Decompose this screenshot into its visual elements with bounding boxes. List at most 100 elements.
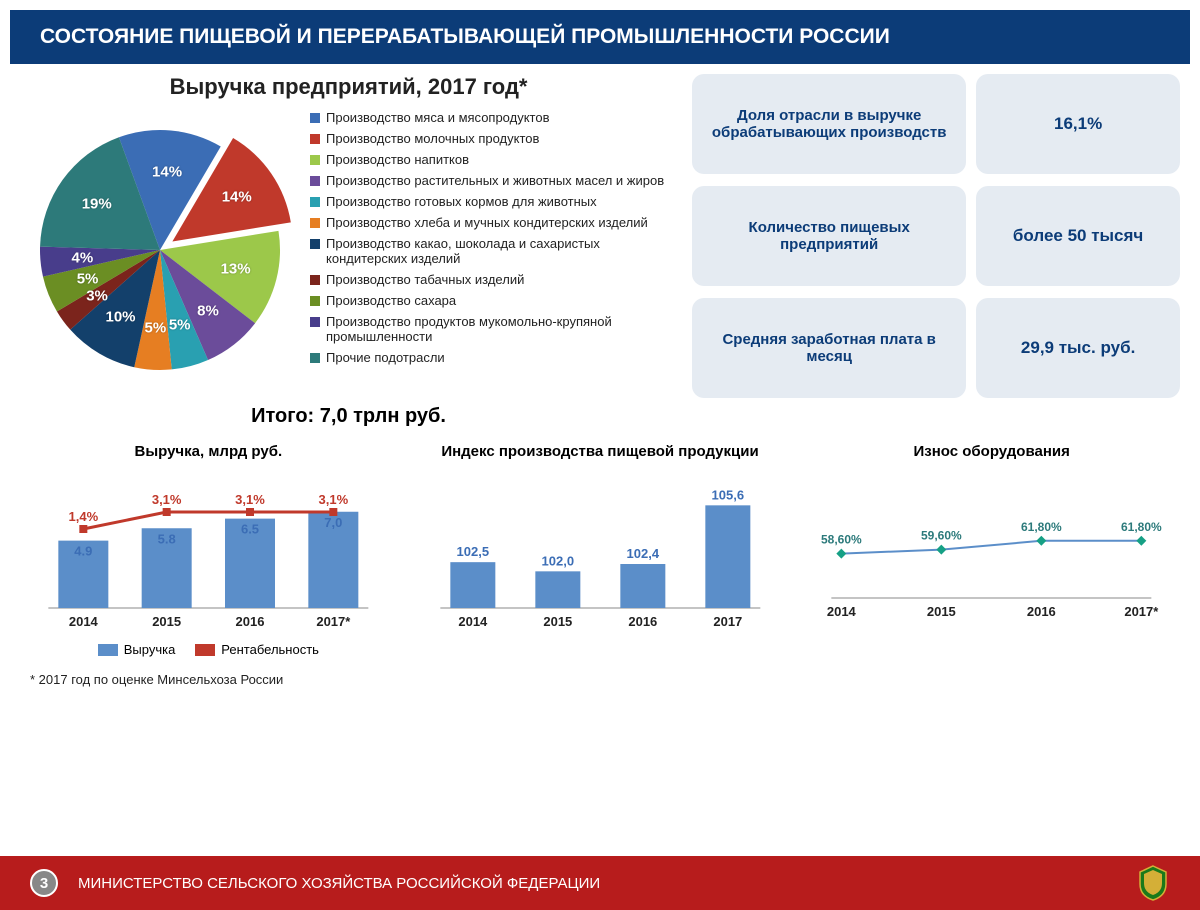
legend-swatch	[310, 275, 320, 285]
page-footer: 3 МИНИСТЕРСТВО СЕЛЬСКОГО ХОЗЯЙСТВА РОССИ…	[0, 856, 1200, 910]
stat-row: Количество пищевых предприятий более 50 …	[692, 186, 1180, 286]
svg-text:3,1%: 3,1%	[319, 492, 349, 507]
svg-text:2015: 2015	[543, 614, 572, 629]
pie-slice-label: 5%	[145, 319, 167, 336]
legend-swatch	[310, 239, 320, 249]
legend-text: Производство растительных и животных мас…	[326, 173, 664, 188]
pie-slice-label: 5%	[77, 270, 99, 287]
svg-text:102,5: 102,5	[456, 544, 489, 559]
legend-item: Производство готовых кормов для животных	[310, 194, 677, 209]
revenue-legend-line: Рентабельность	[195, 642, 319, 657]
svg-text:7,0: 7,0	[324, 515, 342, 530]
pie-total: Итого: 7,0 трлн руб.	[20, 405, 677, 428]
svg-text:2017*: 2017*	[316, 614, 351, 629]
svg-text:3,1%: 3,1%	[152, 492, 182, 507]
pie-chart: 14%14%13%8%5%5%10%3%5%4%19%	[20, 110, 300, 390]
index-chart-title: Индекс производства пищевой продукции	[412, 443, 789, 460]
stat-label: Количество пищевых предприятий	[692, 186, 966, 286]
svg-text:2015: 2015	[152, 614, 181, 629]
legend-text: Производство табачных изделий	[326, 272, 524, 287]
svg-text:59,60%: 59,60%	[921, 529, 962, 543]
page-title: СОСТОЯНИЕ ПИЩЕВОЙ И ПЕРЕРАБАТЫВАЮЩЕЙ ПРО…	[40, 25, 890, 48]
revenue-legend: Выручка Рентабельность	[20, 642, 397, 657]
footer-text: МИНИСТЕРСТВО СЕЛЬСКОГО ХОЗЯЙСТВА РОССИЙС…	[78, 875, 600, 892]
svg-text:102,4: 102,4	[626, 546, 659, 561]
pie-chart-title: Выручка предприятий, 2017 год*	[20, 74, 677, 100]
legend-item: Производство сахара	[310, 293, 677, 308]
legend-text: Производство продуктов мукомольно-крупян…	[326, 314, 677, 344]
legend-item: Производство табачных изделий	[310, 272, 677, 287]
legend-item: Производство напитков	[310, 152, 677, 167]
legend-swatch	[310, 317, 320, 327]
legend-swatch	[310, 197, 320, 207]
wear-chart-block: Износ оборудования 2014 2015 2016 2017* 58,6…	[803, 443, 1180, 657]
legend-text: Производство напитков	[326, 152, 469, 167]
legend-swatch	[310, 296, 320, 306]
pie-slice-label: 14%	[222, 189, 252, 206]
stat-label: Средняя заработная плата в месяц	[692, 298, 966, 398]
svg-text:2014: 2014	[69, 614, 99, 629]
svg-text:3,1%: 3,1%	[235, 492, 265, 507]
index-chart-block: Индекс производства пищевой продукции 10…	[412, 443, 789, 657]
svg-text:105,6: 105,6	[711, 487, 744, 502]
right-column: Доля отрасли в выручке обрабатывающих пр…	[692, 74, 1180, 438]
legend-text: Производство молочных продуктов	[326, 131, 539, 146]
legend-swatch	[310, 176, 320, 186]
svg-text:2017*: 2017*	[1125, 604, 1160, 619]
svg-text:1,4%: 1,4%	[69, 509, 99, 524]
pie-slice-label: 4%	[72, 249, 94, 266]
svg-text:5.8: 5.8	[158, 531, 176, 546]
pie-slice-label: 10%	[106, 309, 136, 326]
svg-text:2014: 2014	[458, 614, 488, 629]
legend-item: Производство хлеба и мучных кондитерских…	[310, 215, 677, 230]
legend-item: Производство какао, шоколада и сахаристы…	[310, 236, 677, 266]
legend-text: Прочие подотрасли	[326, 350, 445, 365]
wear-chart-title: Износ оборудования	[803, 443, 1180, 460]
pie-area: 14%14%13%8%5%5%10%3%5%4%19% Производство…	[20, 110, 677, 390]
legend-text: Производство мяса и мясопродуктов	[326, 110, 550, 125]
pie-legend: Производство мяса и мясопродуктов Произво…	[310, 110, 677, 390]
svg-text:2016: 2016	[1027, 604, 1056, 619]
bar	[450, 562, 495, 608]
wear-chart: 2014201520162017*58,60%59,60%61,80%61,80…	[803, 468, 1180, 638]
stat-grid: Доля отрасли в выручке обрабатывающих пр…	[692, 74, 1180, 398]
legend-text: Производство хлеба и мучных кондитерских…	[326, 215, 648, 230]
svg-text:2015: 2015	[927, 604, 956, 619]
legend-swatch	[310, 134, 320, 144]
legend-item: Прочие подотрасли	[310, 350, 677, 365]
stat-label: Доля отрасли в выручке обрабатывающих пр…	[692, 74, 966, 174]
svg-text:102,0: 102,0	[541, 553, 574, 568]
svg-text:4.9: 4.9	[74, 544, 92, 559]
emblem-icon	[1136, 864, 1170, 902]
svg-text:2014: 2014	[827, 604, 857, 619]
legend-item: Производство мяса и мясопродуктов	[310, 110, 677, 125]
svg-text:58,60%: 58,60%	[821, 533, 862, 547]
svg-text:2016: 2016	[628, 614, 657, 629]
bar	[620, 564, 665, 608]
pie-slice-label: 8%	[197, 303, 219, 320]
stat-value: 29,9 тыс. руб.	[976, 298, 1180, 398]
legend-item: Производство растительных и животных мас…	[310, 173, 677, 188]
stat-value: более 50 тысяч	[976, 186, 1180, 286]
pie-slice-label: 13%	[221, 261, 251, 278]
legend-item: Производство продуктов мукомольно-крупян…	[310, 314, 677, 344]
legend-swatch	[310, 113, 320, 123]
svg-text:61,80%: 61,80%	[1021, 520, 1062, 534]
legend-swatch	[310, 218, 320, 228]
footnote: * 2017 год по оценке Минсельхоза России	[30, 672, 1170, 687]
legend-swatch	[310, 155, 320, 165]
stat-row: Доля отрасли в выручке обрабатывающих пр…	[692, 74, 1180, 174]
pie-slice-label: 3%	[86, 288, 108, 305]
bar	[705, 505, 750, 608]
index-chart: 102,52014102,02015102,42016105,62017	[412, 468, 789, 638]
stat-row: Средняя заработная плата в месяц 29,9 ты…	[692, 298, 1180, 398]
legend-text: Производство сахара	[326, 293, 456, 308]
revenue-chart: 4.920145.820156.520167,02017*1,4%3,1%3,1…	[20, 468, 397, 638]
revenue-legend-bars: Выручка	[98, 642, 176, 657]
revenue-chart-title: Выручка, млрд руб.	[20, 443, 397, 460]
legend-text: Производство готовых кормов для животных	[326, 194, 597, 209]
svg-text:2016: 2016	[236, 614, 265, 629]
page-number: 3	[30, 869, 58, 897]
stat-value: 16,1%	[976, 74, 1180, 174]
legend-text: Производство какао, шоколада и сахаристы…	[326, 236, 677, 266]
